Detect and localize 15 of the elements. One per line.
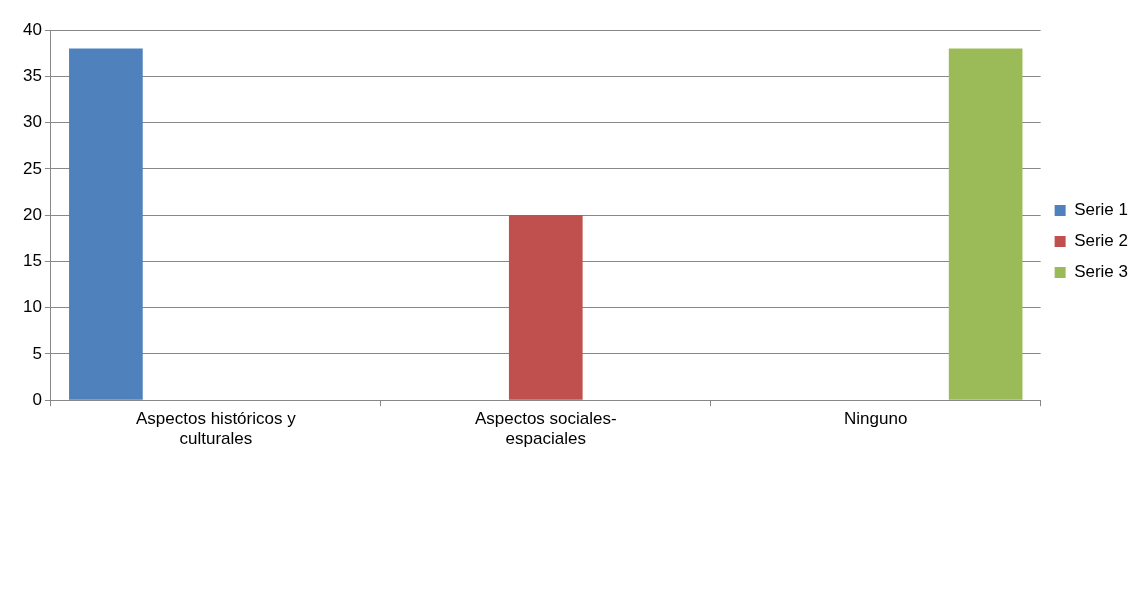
x-tick-label: Aspectos históricos y culturales xyxy=(136,409,297,449)
y-tick-label: 15 xyxy=(22,251,42,271)
y-tick-label: 40 xyxy=(22,19,42,39)
legend-label: Serie 3 xyxy=(1074,262,1129,282)
y-tick-label: 35 xyxy=(22,65,42,85)
y-tick-label: 25 xyxy=(22,158,42,178)
y-tick-label: 20 xyxy=(22,204,42,224)
y-tick-label: 5 xyxy=(32,343,42,363)
x-tick-label: Ninguno xyxy=(844,409,908,429)
y-tick-label: 10 xyxy=(22,297,42,317)
y-tick-label: 30 xyxy=(22,112,42,132)
y-tick-label: 0 xyxy=(32,389,42,409)
legend-label: Serie 2 xyxy=(1074,231,1129,251)
x-tick-label: Aspectos sociales-espaciales xyxy=(474,409,617,449)
legend-label: Serie 1 xyxy=(1074,200,1129,220)
